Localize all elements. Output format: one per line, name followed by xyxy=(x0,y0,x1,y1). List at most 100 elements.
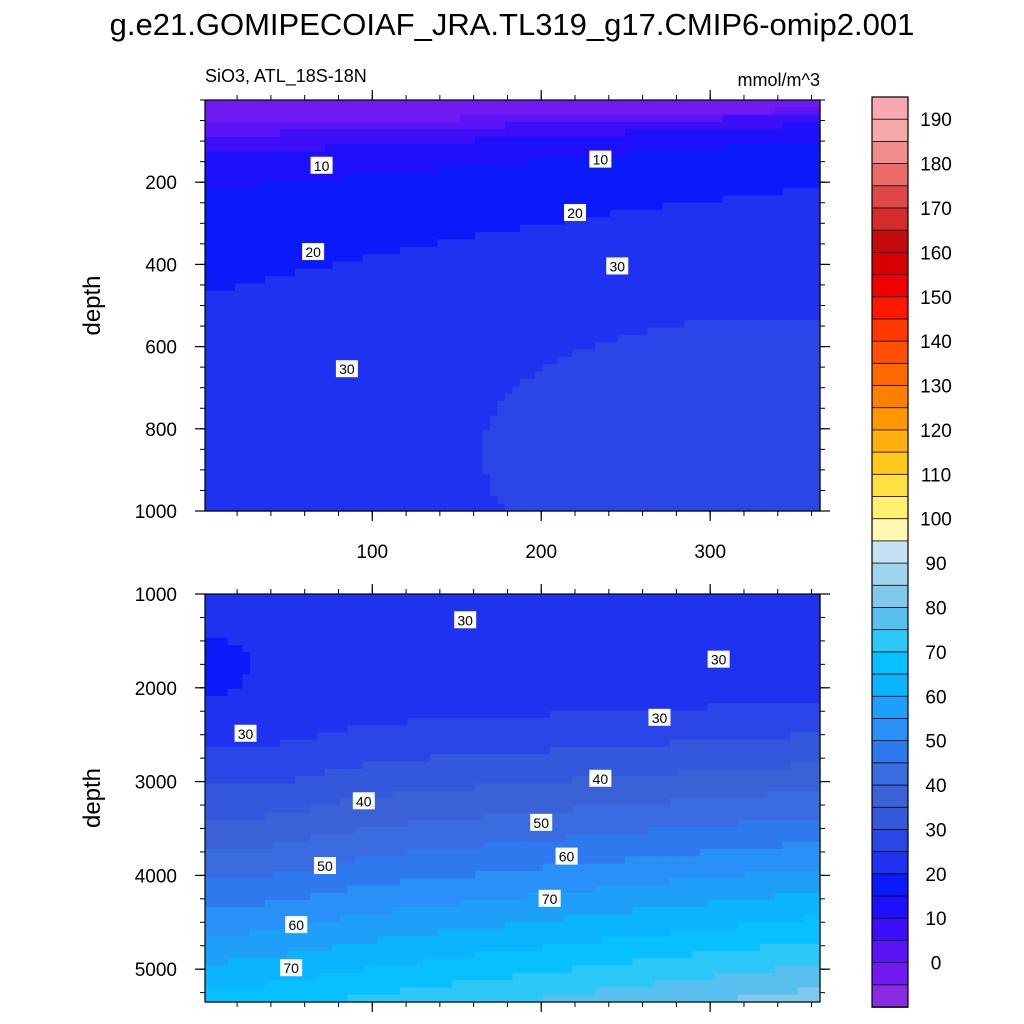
contour-cell xyxy=(370,210,379,219)
contour-cell xyxy=(610,481,619,490)
contour-cell xyxy=(445,144,454,152)
contour-cell xyxy=(535,268,544,277)
contour-cell xyxy=(580,430,589,439)
contour-cell xyxy=(505,254,514,263)
contour-cell xyxy=(220,496,229,505)
contour-cell xyxy=(700,290,709,299)
contour-cell xyxy=(467,349,476,358)
contour-cell xyxy=(400,202,409,211)
contour-cell xyxy=(557,364,566,373)
contour-cell xyxy=(407,290,416,299)
contour-cell xyxy=(542,601,551,610)
contour-cell xyxy=(715,195,724,204)
contour-cell xyxy=(745,217,754,226)
contour-cell xyxy=(317,371,326,380)
contour-cell xyxy=(265,364,274,373)
contour-cell xyxy=(415,173,424,182)
contour-cell xyxy=(670,261,679,270)
contour-cell xyxy=(542,290,551,299)
contour-cell xyxy=(670,378,679,387)
contour-cell xyxy=(212,452,221,461)
contour-cell xyxy=(362,298,371,307)
contour-cell xyxy=(707,246,716,255)
contour-cell xyxy=(715,129,724,138)
contour-cell xyxy=(617,114,626,123)
contour-cell xyxy=(775,239,784,248)
contour-cell xyxy=(625,268,634,277)
contour-cell xyxy=(730,290,739,299)
contour-cell xyxy=(475,129,484,138)
contour-cell xyxy=(685,166,694,174)
contour-cell xyxy=(295,173,304,182)
contour-cell xyxy=(265,327,274,336)
contour-cell xyxy=(775,415,784,424)
contour-cell xyxy=(287,488,296,497)
contour-cell xyxy=(490,254,499,263)
contour-cell xyxy=(355,202,364,211)
contour-cell xyxy=(355,422,364,431)
contour-cell xyxy=(347,180,356,189)
contour-cell xyxy=(722,122,731,130)
contour-cell xyxy=(587,437,596,446)
contour-cell xyxy=(235,136,244,145)
contour-cell xyxy=(287,349,296,358)
contour-cell xyxy=(347,452,356,461)
contour-cell xyxy=(700,488,709,497)
contour-cell xyxy=(347,254,356,263)
contour-cell xyxy=(400,608,409,617)
contour-cell xyxy=(475,195,484,204)
contour-cell xyxy=(730,114,739,123)
contour-cell xyxy=(257,474,266,483)
contour-cell xyxy=(595,342,604,351)
contour-cell xyxy=(310,129,319,138)
contour-cell xyxy=(235,290,244,299)
contour-cell xyxy=(505,320,514,329)
contour-cell xyxy=(587,283,596,292)
contour-cell xyxy=(257,188,266,197)
contour-cell xyxy=(587,459,596,468)
contour-cell xyxy=(730,312,739,321)
contour-cell xyxy=(392,594,401,602)
contour-cell xyxy=(640,268,649,277)
contour-cell xyxy=(265,239,274,248)
contour-cell xyxy=(670,452,679,461)
contour-cell xyxy=(347,210,356,219)
contour-cell xyxy=(280,290,289,299)
contour-cell xyxy=(617,305,626,314)
contour-cell xyxy=(775,151,784,160)
contour-cell xyxy=(422,437,431,446)
contour-cell xyxy=(617,239,626,248)
contour-cell xyxy=(332,217,341,226)
contour-cell xyxy=(617,100,626,108)
contour-cell xyxy=(625,466,634,475)
contour-cell xyxy=(340,327,349,336)
contour-cell xyxy=(205,459,214,468)
contour-cell xyxy=(692,342,701,351)
contour-cell xyxy=(595,100,604,108)
contour-cell xyxy=(310,283,319,292)
contour-cell xyxy=(445,290,454,299)
contour-cell xyxy=(520,356,529,365)
contour-cell xyxy=(430,173,439,182)
contour-cell xyxy=(715,430,724,439)
contour-cell xyxy=(265,415,274,424)
contour-cell xyxy=(550,224,559,233)
contour-cell xyxy=(317,122,326,130)
contour-cell xyxy=(722,173,731,182)
contour-cell xyxy=(662,305,671,314)
contour-cell xyxy=(595,444,604,453)
contour-cell xyxy=(235,107,244,116)
contour-cell xyxy=(797,422,806,431)
contour-cell xyxy=(332,327,341,336)
contour-cell xyxy=(790,378,799,387)
contour-cell xyxy=(707,312,716,321)
contour-cell xyxy=(805,114,814,123)
contour-cell xyxy=(782,151,791,160)
contour-cell xyxy=(325,444,334,453)
contour-cell xyxy=(775,166,784,174)
contour-cell xyxy=(587,415,596,424)
contour-cell xyxy=(595,254,604,263)
contour-cell xyxy=(415,224,424,233)
contour-cell xyxy=(602,320,611,329)
contour-cell xyxy=(655,107,664,116)
